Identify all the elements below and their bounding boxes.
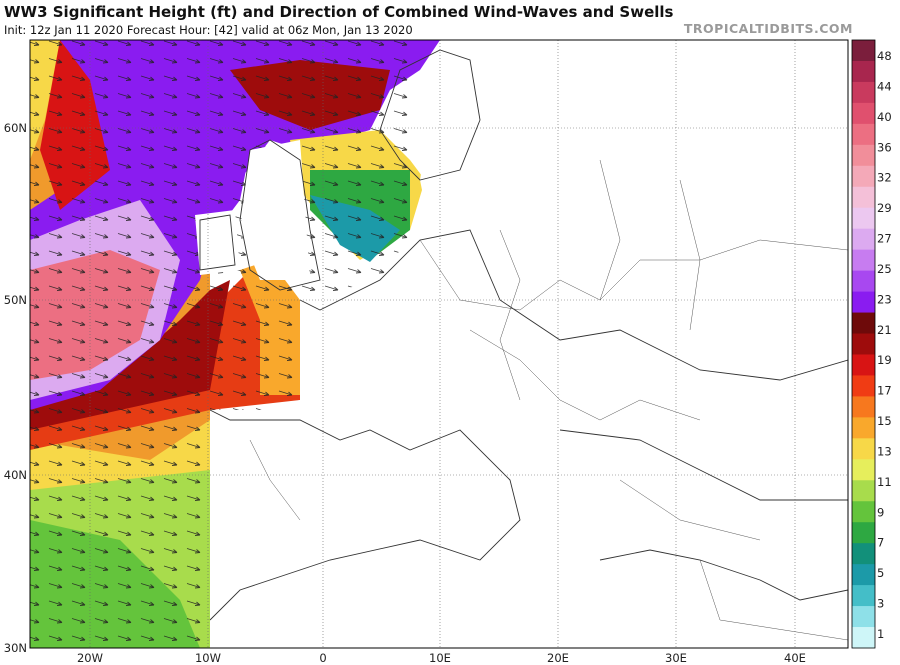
colorbar-swatch: [852, 606, 875, 628]
land-mask: [210, 200, 848, 648]
colorbar-swatch: [852, 522, 875, 544]
map-area: [30, 40, 848, 648]
colorbar: 48 44 40 36 32 29 27 25 23 21 19 17 15 13 11 9 7 5 3 1: [851, 39, 892, 649]
colorbar-tick-label: 29: [877, 201, 892, 215]
colorbar-swatch: [852, 459, 875, 481]
colorbar-tick-label: 13: [877, 444, 892, 458]
colorbar-swatch: [852, 270, 875, 293]
graticule: [30, 40, 848, 648]
lon-label: 30E: [665, 651, 687, 665]
colorbar-tick-label: 25: [877, 262, 892, 276]
colorbar-tick-label: 19: [877, 353, 892, 367]
colorbar-tick-label: 21: [877, 323, 892, 337]
lon-label: 40E: [784, 651, 806, 665]
colorbar-frame: [851, 39, 876, 649]
lon-label: 10W: [195, 651, 221, 665]
colorbar-tick-label: 17: [877, 384, 892, 398]
lat-label: 40N: [4, 468, 27, 482]
lat-label: 30N: [4, 641, 27, 655]
colorbar-swatch: [852, 186, 875, 209]
lon-label: 20W: [77, 651, 103, 665]
lon-labels: 20W 10W 0 10E 20E 30E 40E: [77, 651, 806, 665]
colorbar-tick-label: 32: [877, 171, 892, 185]
borders: [249, 159, 848, 641]
lat-label: 50N: [4, 293, 27, 307]
colorbar-swatch: [852, 60, 875, 83]
colorbar-swatch: [852, 543, 875, 565]
colorbar-swatch: [852, 501, 875, 523]
lon-label: 0: [319, 651, 326, 665]
colorbar-swatch: [852, 291, 875, 314]
colorbar-swatch: [852, 627, 875, 649]
colorbar-swatch: [852, 207, 875, 230]
colorbar-tick-label: 36: [877, 140, 892, 154]
colorbar-tick-label: 15: [877, 414, 892, 428]
map-frame: [29, 39, 849, 649]
colorbar-swatch: [852, 144, 875, 167]
subtitle: Init: 12z Jan 11 2020 Forecast Hour: [42…: [4, 23, 413, 37]
colorbar-swatch: [852, 312, 875, 335]
lon-label: 10E: [429, 651, 451, 665]
coastlines: [199, 49, 848, 621]
colorbar-tick-label: 11: [877, 475, 892, 489]
colorbar-swatch: [852, 123, 875, 146]
colorbar-tick-label: 48: [877, 49, 892, 63]
colorbar-tick-label: 1: [877, 627, 884, 641]
colorbar-tick-label: 5: [877, 566, 884, 580]
colorbar-swatch: [852, 81, 875, 104]
colorbar-swatch: [852, 40, 875, 62]
colorbar-swatch: [852, 417, 875, 439]
colorbar-tick-label: 44: [877, 79, 892, 93]
colorbar-tick-label: 7: [877, 536, 884, 550]
colorbar-swatch: [852, 480, 875, 502]
lat-label: 60N: [4, 121, 27, 135]
colorbar-tick-label: 9: [877, 505, 884, 519]
colorbar-swatch: [852, 102, 875, 125]
colorbar-tick-label: 3: [877, 597, 884, 611]
colorbar-swatch: [852, 165, 875, 188]
lat-labels: 60N 50N 40N 30N: [4, 121, 27, 655]
watermark: TROPICALTIDBITS.COM: [684, 21, 853, 36]
title: WW3 Significant Height (ft) and Directio…: [4, 3, 674, 21]
colorbar-swatch: [852, 333, 875, 355]
colorbar-swatch: [852, 249, 875, 272]
colorbar-tick-label: 23: [877, 292, 892, 306]
colorbar-swatch: [852, 438, 875, 460]
colorbar-swatch: [852, 585, 875, 607]
colorbar-tick-label: 40: [877, 110, 892, 124]
colorbar-swatch: [852, 228, 875, 251]
colorbar-tick-label: 27: [877, 232, 892, 246]
colorbar-swatch: [852, 354, 875, 376]
colorbar-swatch: [852, 396, 875, 418]
colorbar-swatch: [852, 564, 875, 586]
lon-label: 20E: [547, 651, 569, 665]
colorbar-swatch: [852, 375, 875, 397]
